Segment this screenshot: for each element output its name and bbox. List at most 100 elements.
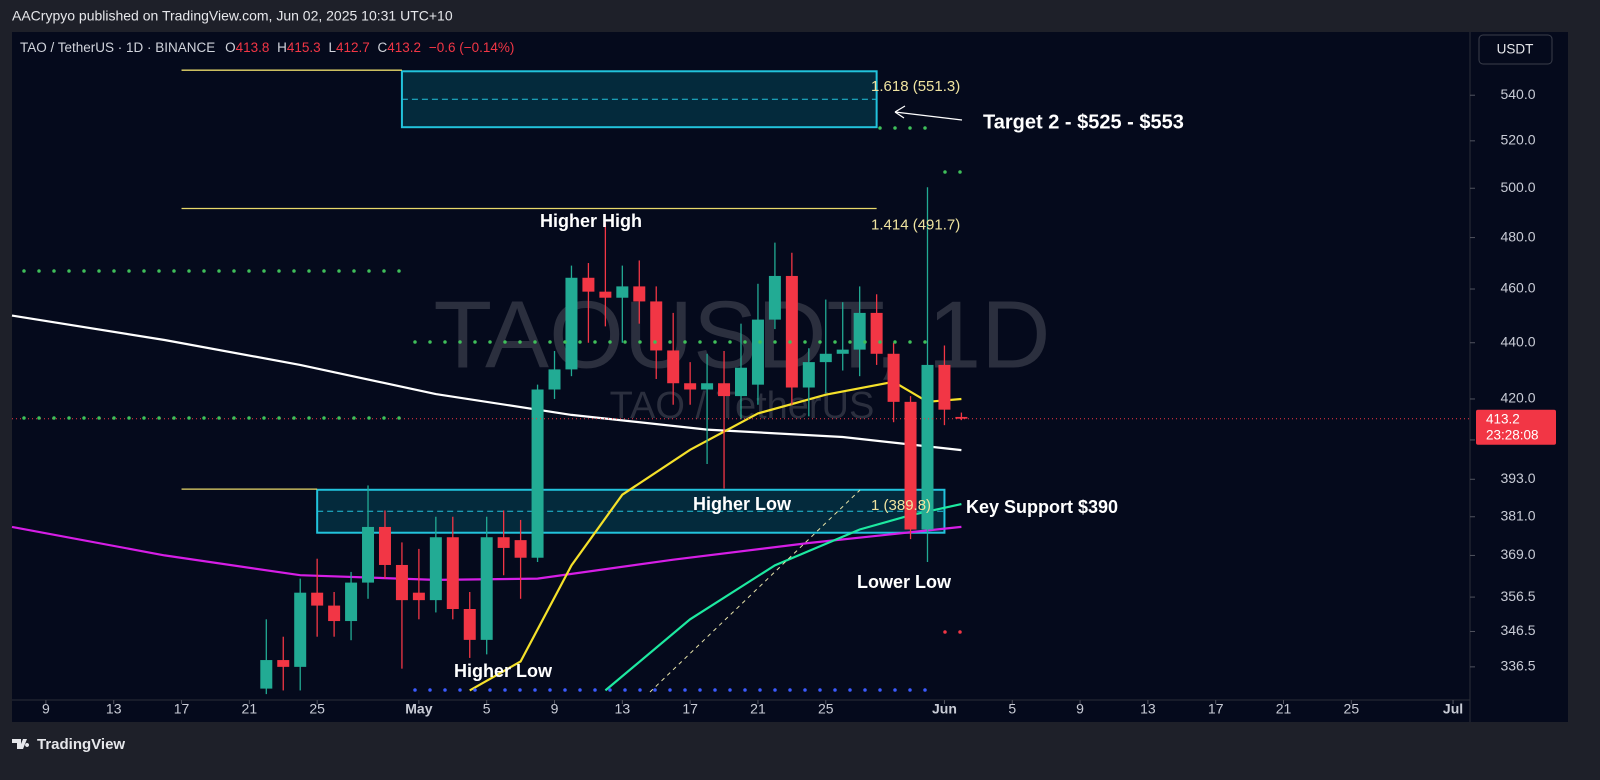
price-tag (1476, 409, 1556, 445)
x-tick-label: 13 (615, 701, 631, 717)
candle-body (921, 364, 934, 530)
candle-body (802, 362, 815, 388)
annotation: Higher High (540, 211, 642, 231)
moving-average (11, 314, 962, 452)
currency-button[interactable] (1478, 34, 1553, 65)
annotation: Higher Low (693, 494, 792, 514)
candle-body (412, 592, 425, 601)
x-tick-label: May (405, 701, 432, 717)
fib-label: 1.414 (491.7) (871, 216, 960, 233)
candle-body (718, 383, 731, 397)
candle-body (785, 275, 798, 388)
x-tick-label: 25 (818, 701, 834, 717)
candle-body (853, 312, 866, 350)
x-tick-label: 21 (242, 701, 258, 717)
annotation: Higher Low (454, 661, 553, 681)
candle-body (514, 540, 527, 558)
candle-body (701, 383, 714, 390)
x-tick-label: 17 (1208, 701, 1224, 717)
candle-body (904, 401, 917, 530)
annotations: Target 2 - $525 - $553 Key Support $390 … (454, 111, 1184, 680)
candle-body (531, 389, 544, 558)
publisher-line: AACrypyo published on TradingView.com, J… (12, 8, 453, 24)
candle-body (497, 537, 510, 548)
y-tick-label: 346.5 (1500, 622, 1535, 638)
x-tick-label: 17 (682, 701, 698, 717)
candle-body (938, 364, 951, 410)
ohlc-label: L (328, 40, 336, 55)
candle-body (395, 564, 408, 601)
candle-body (480, 537, 493, 640)
y-tick-label: 336.5 (1500, 658, 1535, 674)
candle-body (819, 353, 832, 363)
y-tick-label: 420.0 (1500, 390, 1535, 406)
brand: TradingView (37, 736, 125, 753)
candle-body (294, 592, 307, 667)
x-tick-label: 9 (1076, 701, 1084, 717)
x-tick-label: 9 (42, 701, 50, 717)
x-tick-label: 5 (1008, 701, 1016, 717)
candle-body (735, 367, 747, 397)
y-tick-label: 460.0 (1500, 280, 1535, 296)
x-tick-label: Jul (1443, 701, 1463, 717)
ohlc-value: 413.2 (387, 40, 421, 55)
pivot-dots (22, 126, 967, 692)
price-tag-countdown: 23:28:08 (1486, 427, 1539, 442)
ohlc-label: H (277, 40, 287, 55)
y-tick-label: 369.0 (1500, 546, 1535, 562)
change: −0.6 (−0.14%) (429, 40, 515, 55)
candle-body (616, 286, 629, 298)
candle-body (836, 349, 849, 354)
candle-body (463, 609, 476, 640)
currency-label[interactable]: USDT (1497, 42, 1534, 57)
y-tick-label: 393.0 (1500, 470, 1535, 486)
x-tick-label: 25 (309, 701, 325, 717)
x-tick-label: 9 (551, 701, 559, 717)
fib-label: 1 (389.8) (871, 497, 931, 514)
y-tick-label: 440.0 (1500, 333, 1535, 349)
fib-label: 1.618 (551.3) (871, 78, 960, 95)
candle-body (311, 592, 324, 606)
x-tick-label: 17 (174, 701, 190, 717)
logo-mark (12, 739, 30, 749)
y-tick-label: 500.0 (1500, 179, 1535, 195)
candle-body (565, 277, 578, 370)
x-tick-label: 13 (1140, 701, 1156, 717)
candle-body (345, 582, 358, 622)
candle-body (328, 605, 341, 622)
x-tick-label: Jun (932, 701, 957, 717)
candle-body (378, 526, 391, 565)
candle-body (429, 537, 442, 601)
legend-line: TAO / TetherUS · 1D · BINANCE O413.8 H 41… (20, 40, 514, 55)
price-tag-value: 413.2 (1486, 411, 1520, 426)
candle-body (667, 350, 680, 384)
candle-body (650, 301, 663, 351)
y-tick-label: 540.0 (1500, 86, 1535, 102)
arrow-line (894, 111, 963, 121)
x-tick-label: 5 (483, 701, 491, 717)
candle-body (768, 275, 781, 320)
candle-body (955, 416, 968, 419)
ohlc-value: 413.8 (236, 40, 270, 55)
y-tick-label: 381.0 (1500, 507, 1535, 523)
x-tick-label: 21 (750, 701, 766, 717)
candle-body (548, 369, 561, 390)
candle-body (362, 526, 375, 583)
ohlc-label: O (225, 40, 236, 55)
trend-line (649, 489, 861, 693)
candle-body (599, 291, 612, 298)
y-tick-label: 356.5 (1500, 588, 1535, 604)
moving-average (604, 503, 962, 692)
symbol: TAO / TetherUS · 1D · BINANCE (20, 40, 215, 55)
annotation: Target 2 - $525 - $553 (983, 111, 1184, 133)
annotation: Key Support $390 (966, 497, 1118, 517)
candle-body (582, 277, 595, 292)
candle-body (887, 353, 900, 402)
candle-body (684, 383, 697, 390)
candle-body (446, 537, 459, 610)
ohlc-label: C (378, 40, 388, 55)
ohlc-value: 412.7 (336, 40, 370, 55)
annotation: Lower Low (857, 572, 952, 592)
